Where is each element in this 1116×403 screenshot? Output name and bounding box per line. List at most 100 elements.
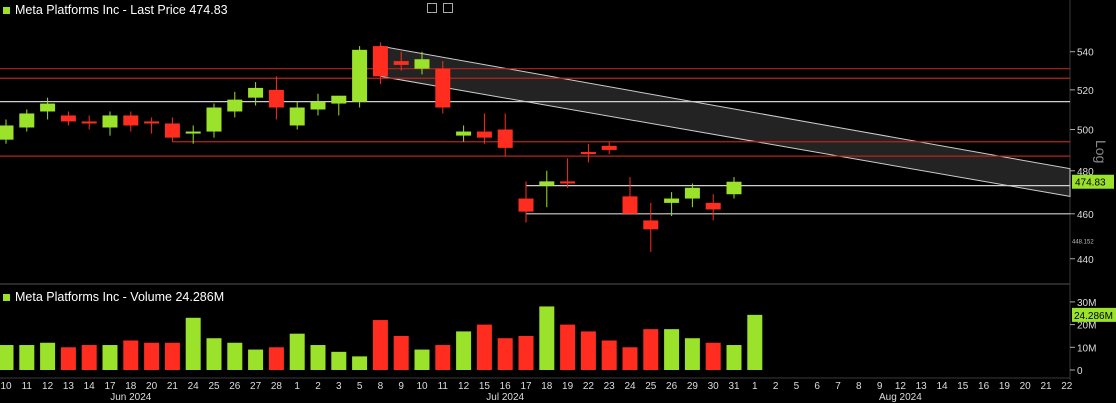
x-tick-label: 14 xyxy=(84,381,96,392)
x-tick-label: 12 xyxy=(895,381,907,392)
settings-icon[interactable] xyxy=(427,3,437,13)
volume-bar xyxy=(185,317,201,370)
x-tick-label: 23 xyxy=(604,381,616,392)
volume-bar xyxy=(60,347,76,370)
volume-bar xyxy=(268,347,284,370)
volume-bar xyxy=(518,335,534,370)
x-tick-label: 5 xyxy=(357,381,363,392)
volume-bar xyxy=(164,342,180,370)
x-tick-label: 16 xyxy=(500,381,512,392)
volume-bar xyxy=(684,338,700,370)
candle-body xyxy=(435,68,451,108)
y-tick-label: 460 xyxy=(1077,210,1094,221)
volume-bar xyxy=(456,331,472,370)
volume-bar xyxy=(123,340,139,370)
volume-bar xyxy=(414,349,430,370)
x-tick-label: 5 xyxy=(794,381,800,392)
candle-body xyxy=(144,121,160,124)
volume-bar xyxy=(19,345,35,370)
candle-body xyxy=(560,181,576,184)
candle-body xyxy=(518,198,534,212)
x-tick-label: 2 xyxy=(315,381,321,392)
volume-bar xyxy=(206,338,222,370)
x-tick-label: 1 xyxy=(752,381,758,392)
volume-bar xyxy=(81,345,97,370)
y-tick-label: 500 xyxy=(1077,126,1094,137)
x-tick-label: 22 xyxy=(1061,381,1073,392)
volume-bar xyxy=(580,331,596,370)
volume-bar xyxy=(664,329,680,370)
x-tick-label: 21 xyxy=(167,381,179,392)
volume-bar xyxy=(560,324,576,370)
x-tick-label: 24 xyxy=(624,381,636,392)
series-color-swatch xyxy=(3,6,10,14)
volume-bar xyxy=(435,345,451,370)
last-price-tag xyxy=(1072,174,1114,189)
volume-tick-label: 30M xyxy=(1077,298,1096,309)
volume-panel-title: Meta Platforms Inc - Volume 24.286M xyxy=(15,290,225,304)
candle-body xyxy=(726,181,742,195)
candle-body xyxy=(414,59,430,69)
volume-bar xyxy=(40,342,56,370)
extra-price-label: 448.152 xyxy=(1072,240,1094,246)
price-panel-header: Meta Platforms Inc - Last Price 474.83 xyxy=(3,3,228,17)
x-tick-label: 25 xyxy=(208,381,220,392)
y-tick-label: 440 xyxy=(1077,255,1094,266)
x-tick-label: 2 xyxy=(773,381,779,392)
x-tick-label: 11 xyxy=(22,381,33,392)
candle-body xyxy=(164,123,180,138)
candle-body xyxy=(60,115,76,122)
candle-body xyxy=(601,145,617,150)
x-tick-label: 13 xyxy=(916,381,928,392)
candle-body xyxy=(539,181,555,186)
volume-bar xyxy=(102,345,118,370)
volume-bar xyxy=(476,324,492,370)
x-tick-label: 3 xyxy=(336,381,342,392)
candle-body xyxy=(289,107,305,126)
volume-bar xyxy=(747,314,763,370)
volume-bar xyxy=(144,342,160,370)
x-tick-label: 9 xyxy=(398,381,404,392)
volume-panel-header: Meta Platforms Inc - Volume 24.286M xyxy=(3,290,224,304)
x-tick-label: 16 xyxy=(978,381,990,392)
panel-tools xyxy=(427,3,453,13)
candle-body xyxy=(705,202,721,210)
x-tick-label: 7 xyxy=(835,381,841,392)
month-label: Aug 2024 xyxy=(879,392,922,403)
x-tick-label: 24 xyxy=(188,381,200,392)
volume-bar xyxy=(601,340,617,370)
x-tick-label: 6 xyxy=(814,381,820,392)
candle-body xyxy=(331,95,347,104)
candle-body xyxy=(81,121,97,124)
candle-body xyxy=(206,107,222,132)
candle-body xyxy=(352,49,368,102)
expand-icon[interactable] xyxy=(443,3,453,13)
candle-body xyxy=(684,187,700,199)
x-tick-label: 18 xyxy=(125,381,137,392)
log-scale-label: Log xyxy=(1093,140,1109,163)
x-tick-label: 29 xyxy=(687,381,699,392)
x-tick-label: 17 xyxy=(520,381,532,392)
candle-body xyxy=(664,198,680,203)
y-tick-label: 540 xyxy=(1077,48,1094,59)
x-tick-label: 17 xyxy=(104,381,116,392)
x-tick-label: 11 xyxy=(438,381,449,392)
month-label: Jul 2024 xyxy=(486,392,524,403)
volume-bar xyxy=(393,335,409,370)
volume-bar xyxy=(310,345,326,370)
x-tick-label: 18 xyxy=(541,381,553,392)
candle-body xyxy=(580,152,596,155)
candle-body xyxy=(476,131,492,138)
candle-body xyxy=(227,99,243,112)
last-volume-label: 24.286M xyxy=(1074,311,1113,322)
candle-body xyxy=(622,196,638,214)
candle-body xyxy=(643,220,659,230)
volume-tick-label: 0 xyxy=(1077,366,1083,377)
candle-body xyxy=(393,61,409,65)
volume-tick-label: 20M xyxy=(1077,321,1096,332)
volume-bar xyxy=(248,349,264,370)
x-tick-label: 27 xyxy=(250,381,262,392)
x-tick-label: 21 xyxy=(1040,381,1052,392)
last-volume-tag xyxy=(1072,307,1116,322)
